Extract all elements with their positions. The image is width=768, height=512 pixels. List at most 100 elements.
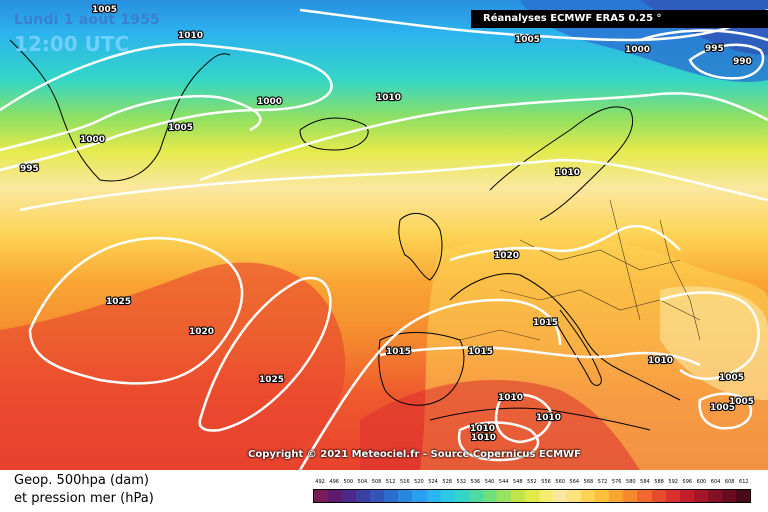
isobar — [449, 224, 681, 262]
map-date: Lundi 1 août 1955 — [14, 12, 161, 28]
scale-tick-label: 524 — [428, 479, 438, 485]
isobar-label: 1005 — [719, 373, 744, 383]
legend-title-pressure: et pression mer (hPa) — [14, 491, 154, 506]
scale-tick-label: 592 — [668, 479, 678, 485]
warm-atlantic-zone — [0, 262, 346, 470]
country-borders — [459, 199, 701, 341]
weather-map: 1005 1010 1005 1000 995 990 1000 1010 10… — [0, 0, 768, 470]
scale-swatch — [482, 490, 497, 502]
isobar-label: 1005 — [92, 5, 117, 15]
isobar-label: 1015 — [533, 318, 558, 328]
isobar — [659, 291, 760, 380]
greenland-coast — [9, 39, 231, 182]
isobar-label: 1005 — [729, 397, 754, 407]
scale-swatch — [384, 490, 399, 502]
isobar-label: 995 — [705, 44, 724, 54]
scale-swatch — [328, 490, 343, 502]
scale-swatch — [665, 490, 680, 502]
scale-tick-label: 584 — [640, 479, 650, 485]
isobar-label: 1010 — [555, 168, 580, 178]
scale-swatch — [370, 490, 385, 502]
scale-tick-label: 612 — [739, 479, 749, 485]
scale-swatch — [623, 490, 638, 502]
isobar-label: 1025 — [106, 297, 131, 307]
scale-swatch — [496, 490, 511, 502]
isobar-label: 1005 — [710, 403, 735, 413]
isobar-label: 1020 — [494, 251, 519, 261]
coastlines — [9, 39, 681, 431]
scale-swatch — [735, 490, 750, 502]
isobar-label: 1005 — [168, 123, 193, 133]
scale-tick-label: 500 — [343, 479, 354, 485]
scale-tick-label: 528 — [442, 479, 452, 485]
scale-tick-label: 552 — [527, 479, 537, 485]
scale-swatch — [440, 490, 455, 502]
scale-tick-label: 516 — [400, 479, 410, 485]
isobar-label: 1015 — [386, 347, 411, 357]
isobar-label: 1005 — [515, 35, 540, 45]
scale-swatch — [426, 490, 441, 502]
isobar-label: 1010 — [536, 413, 561, 423]
isobar — [19, 158, 768, 212]
isobar — [688, 43, 765, 80]
scale-tick-label: 532 — [456, 479, 467, 485]
scale-tick-label: 564 — [569, 479, 580, 485]
color-scale-bar — [313, 489, 751, 503]
italy-coast — [554, 309, 602, 386]
isobar — [198, 276, 332, 432]
isobar-label: 990 — [733, 57, 752, 67]
scale-swatch — [581, 490, 596, 502]
scale-tick-label: 520 — [414, 479, 424, 485]
scale-swatch — [412, 490, 427, 502]
isobar-label: 1000 — [625, 45, 650, 55]
isobar — [457, 421, 540, 462]
map-time: 12:00 UTC — [14, 32, 130, 56]
color-scale-ticks: 492 496 500 504 508 512 516 520 524 528 532 536 540 5… — [313, 477, 751, 487]
scale-tick-label: 536 — [470, 479, 481, 485]
isobar-label: 1015 — [468, 347, 493, 357]
isobar-label: 1010 — [470, 424, 495, 434]
scale-swatch — [454, 490, 469, 502]
scale-swatch — [637, 490, 652, 502]
scale-swatch — [524, 490, 539, 502]
scale-tick-label: 544 — [498, 479, 509, 485]
scale-tick-label: 608 — [724, 479, 735, 485]
scale-swatch — [510, 490, 525, 502]
scale-swatch — [314, 490, 329, 502]
scale-tick-label: 548 — [513, 479, 523, 485]
isobar — [494, 393, 553, 444]
isobar-label: 1010 — [648, 356, 673, 366]
isobar-labels: 1005 1010 1005 1000 995 990 1000 1010 10… — [19, 4, 755, 444]
scale-swatch — [609, 490, 624, 502]
scale-swatch — [342, 490, 357, 502]
isobar-label: 1010 — [471, 433, 496, 443]
scale-tick-label: 496 — [329, 479, 339, 485]
scale-tick-label: 604 — [710, 479, 721, 485]
isobar-label: 1020 — [189, 327, 214, 337]
scale-tick-label: 572 — [597, 479, 608, 485]
scale-tick-label: 560 — [555, 479, 565, 485]
scale-tick-label: 576 — [611, 479, 622, 485]
iberia-coast — [378, 332, 465, 406]
isobar — [199, 92, 768, 182]
scale-tick-label: 540 — [484, 479, 495, 485]
isobar-label: 1000 — [257, 97, 282, 107]
scale-swatch — [539, 490, 554, 502]
scale-swatch — [567, 490, 582, 502]
british-isles-coast — [398, 212, 443, 281]
isobar — [379, 346, 701, 367]
scale-swatch — [707, 490, 722, 502]
isobar — [0, 43, 333, 172]
scale-swatch — [468, 490, 483, 502]
scale-swatch — [553, 490, 568, 502]
scale-tick-label: 508 — [371, 479, 382, 485]
source-banner: Réanalyses ECMWF ERA5 0.25 ° — [471, 10, 768, 28]
scale-swatch — [721, 490, 736, 502]
scandinavia-coast — [489, 106, 634, 221]
isobar-label: 1025 — [259, 375, 284, 385]
scale-tick-label: 568 — [583, 479, 594, 485]
scale-tick-label: 492 — [315, 479, 325, 485]
isobar-label: 1010 — [178, 31, 203, 41]
isobar — [698, 392, 753, 430]
iceland-coast — [299, 117, 369, 151]
